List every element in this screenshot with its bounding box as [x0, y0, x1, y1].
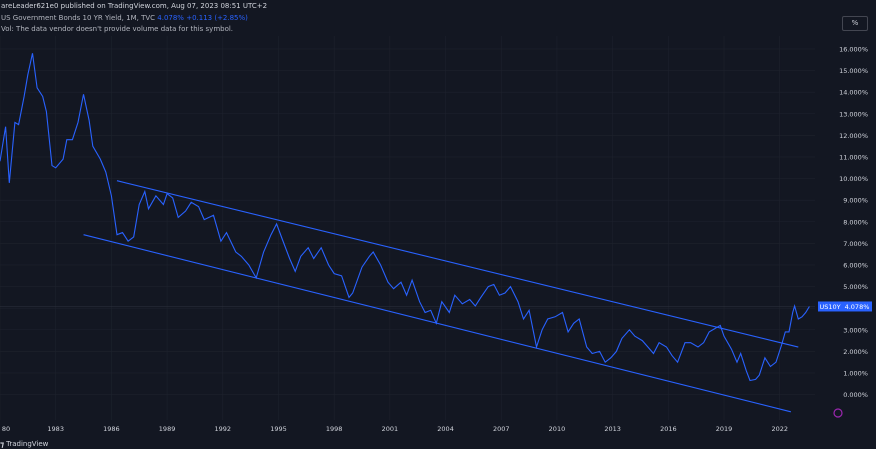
- x-tick-label: 2016: [660, 425, 677, 433]
- y-tick-label: 16.000%: [839, 45, 868, 53]
- last-price-label: US10Y 4.078%: [818, 301, 872, 312]
- x-tick-label: 1998: [326, 425, 343, 433]
- price-label-symbol: US10Y: [819, 303, 840, 311]
- percent-scale-button[interactable]: %: [842, 16, 868, 31]
- trend-channel-line[interactable]: [83, 234, 791, 413]
- price-label-value-bg: [842, 301, 872, 312]
- price-label-value: 4.078%: [845, 303, 870, 311]
- y-tick-label: 14.000%: [839, 89, 868, 97]
- y-tick-label: 5.000%: [843, 283, 868, 291]
- y-tick-label: 2.000%: [843, 348, 868, 356]
- y-tick-label: 11.000%: [839, 153, 868, 161]
- y-tick-label: 6.000%: [843, 261, 868, 269]
- x-tick-label: 2001: [382, 425, 399, 433]
- y-tick-label: 15.000%: [839, 67, 868, 75]
- y-tick-label: 12.000%: [839, 132, 868, 140]
- publish-header: areLeader621e0 published on TradingView.…: [1, 2, 268, 10]
- time-axis[interactable]: 80 1983 1986 1989 1992 1995 1998 2001 2004 2007 20…: [2, 425, 788, 433]
- footer: ⁊ TradingView: [0, 440, 48, 449]
- y-tick-label: 0.000%: [843, 391, 868, 399]
- x-tick-label: 1983: [47, 425, 64, 433]
- symbol-value: 4.078%: [157, 14, 184, 22]
- y-tick-label: 7.000%: [843, 240, 868, 248]
- y-tick-label: 10.000%: [839, 175, 868, 183]
- grid: [0, 36, 815, 420]
- x-tick-label: 1986: [103, 425, 120, 433]
- symbol-legend[interactable]: US Government Bonds 10 YR Yield, 1M, TVC…: [1, 14, 248, 22]
- x-tick-label: 2013: [604, 425, 621, 433]
- x-tick-label: 1992: [215, 425, 232, 433]
- x-tick-label: 2022: [771, 425, 788, 433]
- y-tick-label: 1.000%: [843, 369, 868, 377]
- x-tick-label: 2019: [716, 425, 733, 433]
- y-tick-label: 3.000%: [843, 326, 868, 334]
- x-tick-label: 2010: [549, 425, 566, 433]
- channel-lines: [83, 180, 799, 413]
- symbol-title: US Government Bonds 10 YR Yield, 1M, TVC: [1, 14, 156, 22]
- footer-brand: TradingView: [6, 440, 49, 448]
- x-tick-label: 80: [2, 425, 10, 433]
- x-tick-label: 2007: [493, 425, 510, 433]
- y-tick-label: 8.000%: [843, 218, 868, 226]
- trend-channel-line[interactable]: [116, 180, 799, 348]
- yield-line: [0, 53, 810, 382]
- volume-note: Vol: The data vendor doesn't provide vol…: [1, 25, 234, 33]
- y-tick-label: 9.000%: [843, 197, 868, 205]
- y-tick-label: 13.000%: [839, 110, 868, 118]
- tradingview-logo-icon: ⁊: [0, 440, 5, 449]
- event-marker-icon[interactable]: [833, 408, 843, 418]
- symbol-change: +0.113 (+2.85%): [186, 14, 248, 22]
- x-tick-label: 2004: [437, 425, 454, 433]
- x-tick-label: 1995: [270, 425, 287, 433]
- price-label-symbol-bg: [818, 301, 842, 312]
- x-tick-label: 1989: [159, 425, 176, 433]
